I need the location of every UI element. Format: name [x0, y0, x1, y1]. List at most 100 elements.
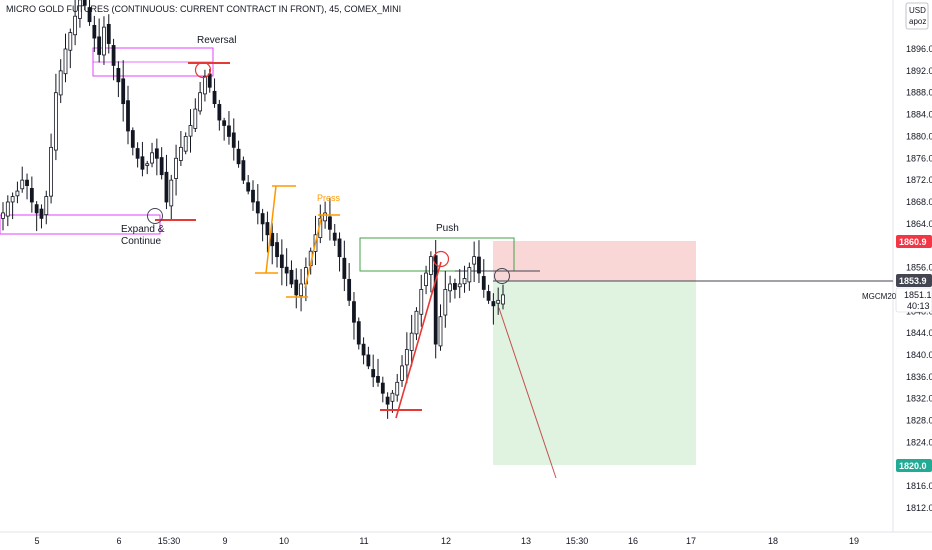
- candle-down: [294, 279, 299, 296]
- price-tick-label: 1832.0: [906, 394, 932, 404]
- candle-up: [188, 125, 193, 137]
- candle-down: [111, 45, 116, 66]
- entry-price-text: 1853.9: [899, 276, 927, 286]
- candle-down: [154, 148, 159, 159]
- candle-down: [116, 68, 121, 83]
- price-tick-label: 1844.0: [906, 328, 932, 338]
- candle-down: [337, 238, 342, 258]
- candle-down: [39, 208, 44, 219]
- price-tick-label: 1876.0: [906, 153, 932, 163]
- time-axis[interactable]: 5 6 15:30 9 10 11 12 13 15:30 16 17 18 19: [34, 536, 859, 546]
- candle-up: [102, 26, 106, 56]
- time-tick-label: 5: [34, 536, 39, 546]
- time-tick-label: 19: [849, 536, 859, 546]
- projection-line: [498, 307, 557, 479]
- candle-down: [241, 160, 246, 181]
- candle-up: [395, 381, 400, 396]
- candle-down: [352, 301, 356, 323]
- price-tick-label: 1868.0: [906, 197, 932, 207]
- candle-down: [260, 213, 265, 225]
- candle-up: [78, 0, 82, 19]
- candle-up: [58, 70, 63, 96]
- symbol-label: MGCM2022: [862, 292, 906, 301]
- candle-up: [404, 349, 409, 366]
- candle-up: [5, 201, 10, 217]
- expand-zone-box: [0, 214, 161, 235]
- candle-down: [328, 216, 332, 230]
- candle-down: [255, 201, 260, 214]
- candle-down: [376, 376, 380, 383]
- entry-circle: [494, 268, 510, 284]
- push-label: Push: [436, 223, 459, 234]
- candle-down: [356, 321, 361, 345]
- time-tick-label: 15:30: [158, 536, 181, 546]
- candle-up: [438, 316, 443, 347]
- target-price-text: 1820.0: [899, 461, 927, 471]
- candle-up: [198, 92, 203, 112]
- stop-price-tag: [896, 235, 932, 248]
- candle-down: [366, 354, 371, 367]
- candle-down: [126, 100, 130, 132]
- reversal-circle: [194, 61, 212, 79]
- candle-down: [164, 171, 169, 203]
- candle-up: [73, 15, 78, 36]
- scale-label: apoz: [909, 17, 926, 26]
- candle-down: [217, 104, 222, 121]
- candle-up: [193, 108, 198, 129]
- candle-down: [347, 278, 352, 301]
- push-circle: [432, 250, 450, 268]
- press-label: Press: [317, 193, 341, 203]
- time-tick-label: 12: [441, 536, 451, 546]
- candle-up: [20, 179, 25, 190]
- price-tick-label: 1864.0: [906, 219, 932, 229]
- candle-down: [121, 78, 126, 105]
- countdown-text: 40:13: [907, 301, 930, 311]
- candle-down: [222, 120, 227, 126]
- target-price-tag: [896, 459, 932, 472]
- candle-down: [246, 182, 251, 192]
- candle-down: [227, 125, 231, 137]
- candle-down: [159, 157, 164, 176]
- time-tick-label: 17: [686, 536, 696, 546]
- candle-down: [361, 343, 366, 356]
- candle-down: [29, 188, 34, 203]
- currency-box[interactable]: [905, 2, 929, 30]
- candle-down: [486, 291, 491, 301]
- press-trend-line-1: [265, 185, 277, 274]
- candle-down: [332, 232, 337, 241]
- candle-down: [231, 132, 236, 148]
- candle-down: [265, 222, 270, 236]
- candle-up: [15, 190, 20, 197]
- price-tick-label: 1892.0: [906, 66, 932, 76]
- time-tick-label: 15:30: [566, 536, 589, 546]
- time-tick-label: 13: [521, 536, 531, 546]
- candle-down: [135, 148, 140, 159]
- expand-circle: [147, 208, 163, 224]
- push-trend-line: [395, 261, 442, 419]
- entry-price-tag: [896, 274, 932, 287]
- candle-down: [284, 266, 289, 274]
- time-tick-label: 9: [222, 536, 227, 546]
- candle-up: [400, 365, 404, 381]
- time-tick-label: 6: [116, 536, 121, 546]
- price-tick-label: 1812.0: [906, 503, 932, 513]
- price-tick-label: 1880.0: [906, 131, 932, 141]
- candle-down: [477, 256, 481, 274]
- candles-layer: [1, 0, 505, 419]
- candle-up: [467, 267, 472, 283]
- candle-up: [53, 92, 58, 151]
- expand-label-line1: Expand &: [121, 224, 165, 235]
- candle-down: [251, 189, 255, 203]
- candle-down: [371, 369, 376, 378]
- candle-up: [1, 212, 5, 219]
- candle-up: [501, 294, 505, 305]
- candle-down: [34, 204, 39, 214]
- candle-down: [279, 254, 284, 268]
- candle-down: [130, 130, 135, 148]
- press-trend-line-2: [304, 214, 323, 289]
- candle-down: [97, 36, 102, 55]
- candle-up: [462, 278, 467, 285]
- candle-up: [299, 283, 303, 297]
- candle-up: [68, 32, 73, 51]
